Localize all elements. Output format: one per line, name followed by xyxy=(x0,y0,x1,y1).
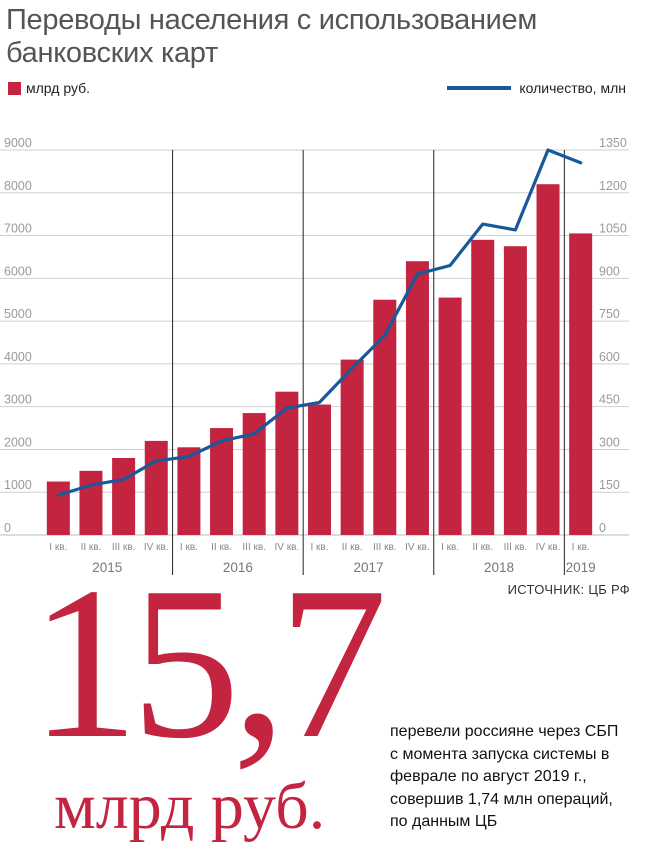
y-right-tick-label: 1350 xyxy=(599,136,627,150)
y-right-tick-label: 600 xyxy=(599,350,620,364)
x-tick-label: II кв. xyxy=(211,542,232,553)
x-tick-label: IV кв. xyxy=(405,542,430,553)
bar xyxy=(46,481,70,535)
y-left-tick-label: 5000 xyxy=(4,307,32,321)
x-tick-label: III кв. xyxy=(504,542,528,553)
y-left-tick-label: 4000 xyxy=(4,350,32,364)
x-tick-label: I кв. xyxy=(572,542,590,553)
y-left-tick-label: 6000 xyxy=(4,264,32,278)
y-right-tick-label: 0 xyxy=(599,521,606,535)
headline-unit: млрд руб. xyxy=(54,770,326,843)
bar xyxy=(471,239,495,535)
y-right-tick-label: 300 xyxy=(599,435,620,449)
bar xyxy=(308,404,331,535)
x-tick-label: III кв. xyxy=(373,542,397,553)
x-tick-label: II кв. xyxy=(81,542,102,553)
y-left-tick-label: 3000 xyxy=(4,393,32,407)
legend-line: количество, млн xyxy=(447,80,626,96)
y-left-tick-label: 0 xyxy=(4,521,11,535)
legend-bar-swatch xyxy=(8,81,21,95)
bar xyxy=(569,233,593,535)
y-right-tick-label: 1200 xyxy=(599,179,627,193)
year-label: 2016 xyxy=(223,560,253,575)
year-label: 2019 xyxy=(566,560,596,575)
x-tick-label: IV кв. xyxy=(536,542,561,553)
year-label: 2018 xyxy=(484,560,514,575)
bar xyxy=(438,297,462,535)
legend-bars: млрд руб. xyxy=(8,80,90,96)
y-right-tick-label: 900 xyxy=(599,264,620,278)
y-right-tick-label: 150 xyxy=(599,478,620,492)
y-left-tick-label: 7000 xyxy=(4,222,32,236)
source-note: ИСТОЧНИК: ЦБ РФ xyxy=(507,582,630,597)
x-tick-label: III кв. xyxy=(242,542,266,553)
x-tick-label: I кв. xyxy=(310,542,328,553)
y-left-tick-label: 8000 xyxy=(4,179,32,193)
bar xyxy=(210,428,234,535)
headline-number: 15,7 xyxy=(30,543,387,784)
legend-bars-label: млрд руб. xyxy=(26,80,91,96)
y-left-tick-label: 2000 xyxy=(4,435,32,449)
x-tick-label: I кв. xyxy=(49,542,67,553)
bar xyxy=(503,246,527,535)
headline-description: перевели россияне через СБП с момента за… xyxy=(390,723,619,830)
bar xyxy=(373,299,397,535)
y-left-tick-label: 1000 xyxy=(4,478,32,492)
x-tick-label: I кв. xyxy=(441,542,459,553)
bar xyxy=(536,184,560,535)
x-tick-label: IV кв. xyxy=(275,542,300,553)
legend-line-label: количество, млн xyxy=(519,80,626,96)
bar xyxy=(242,413,266,535)
bar xyxy=(275,391,299,535)
y-left-tick-label: 9000 xyxy=(4,136,32,150)
x-tick-label: II кв. xyxy=(472,542,493,553)
bar xyxy=(144,440,168,535)
x-tick-label: I кв. xyxy=(180,542,198,553)
bar xyxy=(79,470,103,535)
y-right-tick-label: 450 xyxy=(599,393,620,407)
x-tick-label: IV кв. xyxy=(144,542,169,553)
year-label: 2017 xyxy=(353,560,383,575)
legend-line-swatch xyxy=(447,86,512,90)
bar xyxy=(112,458,136,535)
x-tick-label: II кв. xyxy=(342,542,363,553)
x-tick-label: III кв. xyxy=(112,542,136,553)
bar xyxy=(177,447,201,535)
series-line xyxy=(56,148,583,497)
combo-chart: 0 1000 2000 3000 4000 5000 6000 7000 8000 9000 0 15… xyxy=(0,136,629,575)
bar xyxy=(405,261,429,535)
y-right-tick-label: 750 xyxy=(599,307,620,321)
y-right-tick-label: 1050 xyxy=(599,222,627,236)
bar xyxy=(340,359,364,535)
chart-title: Переводы населения с использованием банк… xyxy=(6,4,538,69)
year-label: 2015 xyxy=(92,560,122,575)
